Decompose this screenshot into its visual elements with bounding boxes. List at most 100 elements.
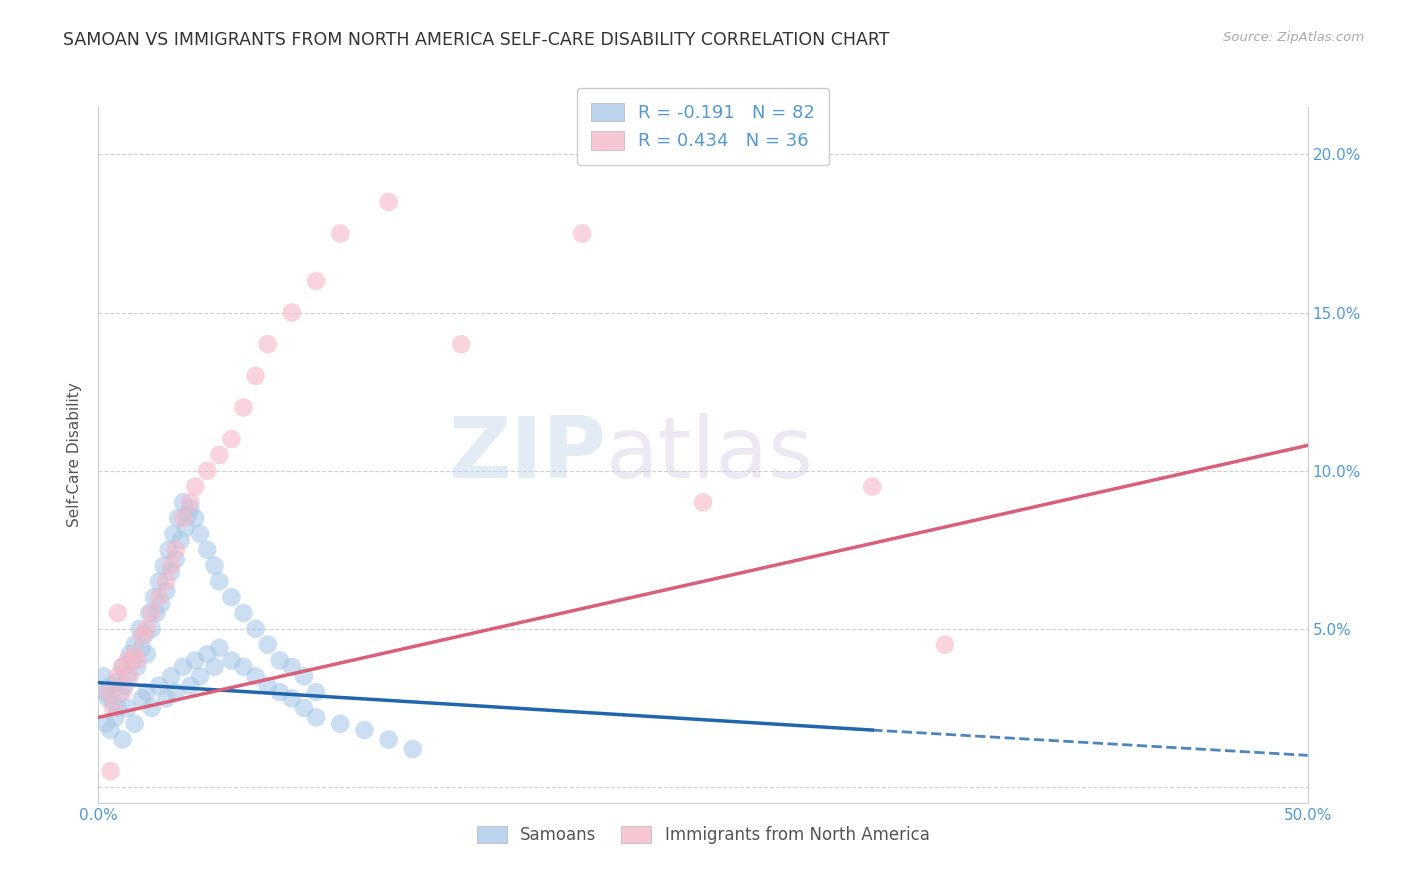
Point — [450, 337, 472, 351]
Point — [131, 691, 153, 706]
Point — [245, 368, 267, 383]
Point — [169, 533, 191, 548]
Point — [188, 527, 211, 541]
Point — [145, 606, 167, 620]
Point — [281, 691, 304, 706]
Point — [107, 701, 129, 715]
Point — [221, 653, 243, 667]
Point — [155, 691, 177, 706]
Point — [353, 723, 375, 737]
Point — [232, 401, 254, 415]
Point — [127, 653, 149, 667]
Text: atlas: atlas — [606, 413, 814, 497]
Point — [135, 647, 157, 661]
Point — [165, 542, 187, 557]
Point — [100, 723, 122, 737]
Point — [118, 647, 141, 661]
Point — [114, 679, 136, 693]
Point — [141, 622, 163, 636]
Point — [184, 653, 207, 667]
Point — [117, 701, 139, 715]
Point — [256, 337, 278, 351]
Point — [245, 622, 267, 636]
Point — [108, 685, 131, 699]
Point — [100, 764, 122, 779]
Point — [141, 701, 163, 715]
Point — [101, 695, 124, 709]
Point — [107, 669, 129, 683]
Point — [269, 685, 291, 699]
Point — [172, 495, 194, 509]
Point — [184, 511, 207, 525]
Point — [131, 628, 153, 642]
Point — [165, 552, 187, 566]
Point — [91, 669, 114, 683]
Point — [281, 305, 304, 319]
Point — [135, 622, 157, 636]
Point — [305, 274, 328, 288]
Point — [179, 501, 201, 516]
Point — [117, 653, 139, 667]
Point — [184, 479, 207, 493]
Point — [118, 669, 141, 683]
Point — [179, 495, 201, 509]
Point — [148, 591, 170, 605]
Point — [124, 716, 146, 731]
Point — [150, 597, 173, 611]
Point — [179, 679, 201, 693]
Point — [160, 565, 183, 579]
Point — [111, 685, 134, 699]
Y-axis label: Self-Care Disability: Self-Care Disability — [67, 383, 83, 527]
Text: Source: ZipAtlas.com: Source: ZipAtlas.com — [1223, 31, 1364, 45]
Text: SAMOAN VS IMMIGRANTS FROM NORTH AMERICA SELF-CARE DISABILITY CORRELATION CHART: SAMOAN VS IMMIGRANTS FROM NORTH AMERICA … — [63, 31, 890, 49]
Point — [256, 638, 278, 652]
Point — [204, 558, 226, 573]
Point — [128, 622, 150, 636]
Point — [195, 647, 218, 661]
Point — [141, 606, 163, 620]
Point — [188, 669, 211, 683]
Point — [104, 710, 127, 724]
Point — [138, 606, 160, 620]
Point — [111, 660, 134, 674]
Point — [402, 742, 425, 756]
Point — [148, 679, 170, 693]
Point — [232, 606, 254, 620]
Point — [157, 542, 180, 557]
Point — [124, 647, 146, 661]
Point — [97, 691, 120, 706]
Point — [177, 508, 200, 522]
Point — [208, 448, 231, 462]
Point — [111, 660, 134, 674]
Point — [208, 574, 231, 589]
Point — [134, 628, 156, 642]
Point — [100, 679, 122, 693]
Point — [204, 660, 226, 674]
Point — [111, 732, 134, 747]
Point — [305, 710, 328, 724]
Point — [155, 583, 177, 598]
Point — [692, 495, 714, 509]
Point — [221, 591, 243, 605]
Point — [292, 701, 315, 715]
Point — [377, 732, 399, 747]
Point — [329, 227, 352, 241]
Point — [143, 591, 166, 605]
Point — [232, 660, 254, 674]
Point — [292, 669, 315, 683]
Point — [165, 685, 187, 699]
Point — [152, 558, 174, 573]
Point — [860, 479, 883, 493]
Point — [208, 640, 231, 655]
Point — [107, 606, 129, 620]
Point — [135, 685, 157, 699]
Point — [160, 669, 183, 683]
Point — [117, 669, 139, 683]
Point — [127, 660, 149, 674]
Point — [131, 640, 153, 655]
Point — [162, 527, 184, 541]
Point — [155, 574, 177, 589]
Point — [148, 574, 170, 589]
Point — [167, 511, 190, 525]
Point — [571, 227, 593, 241]
